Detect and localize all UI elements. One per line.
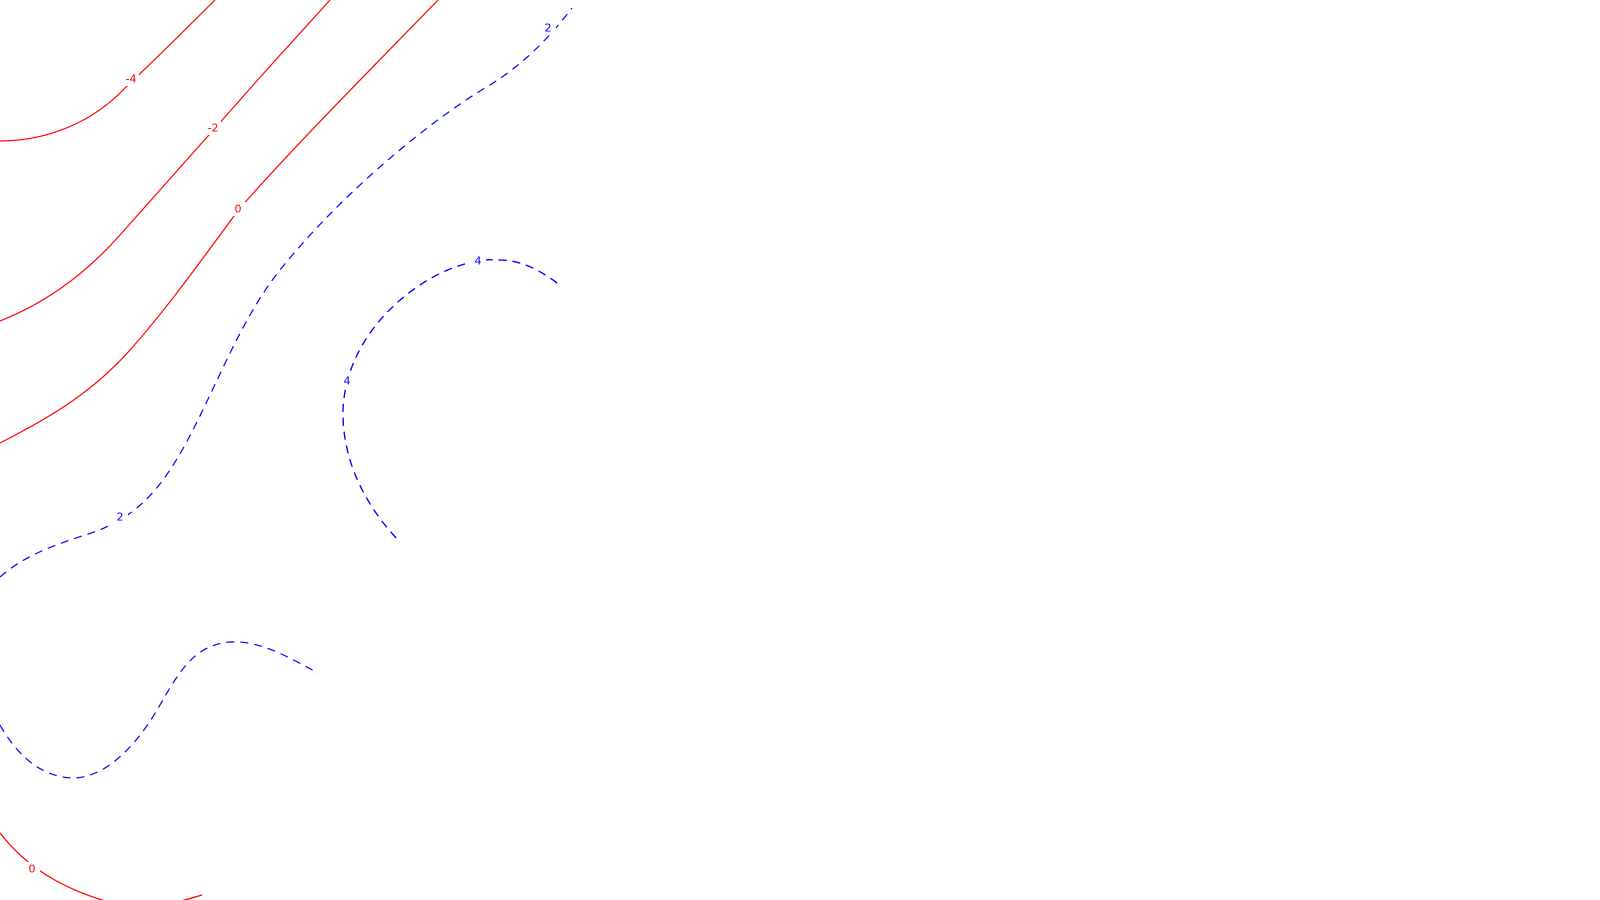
contour-line-level-2 [0, 7, 573, 578]
contour-label: 2 [117, 511, 124, 524]
contour-label-background [112, 510, 128, 524]
contour-lines [0, 0, 573, 900]
contour-line-level-0 [0, 0, 439, 444]
contour-line-level-0 [0, 832, 203, 900]
contour-labels: -4 -2 0 2 4 4 2 0 [24, 21, 556, 876]
contour-line-level-neg2 [0, 0, 331, 322]
contour-line-level-4 [342, 259, 558, 541]
contour-label-background [230, 202, 246, 216]
contour-label: -4 [126, 73, 137, 86]
contour-label-background [24, 862, 40, 876]
contour-label-background [540, 21, 556, 35]
contour-label-background [123, 72, 139, 86]
contour-line-level-neg4 [0, 0, 216, 142]
contour-label-background [470, 254, 486, 268]
contour-line-level-2 [0, 641, 319, 779]
contour-label-background [205, 121, 221, 135]
contour-label-background [339, 374, 355, 388]
contour-label: 0 [29, 863, 36, 876]
contour-label: 2 [545, 22, 552, 35]
contour-label: -2 [208, 122, 219, 135]
contour-label: 0 [235, 203, 242, 216]
contour-label: 4 [475, 255, 482, 268]
contour-label: 4 [344, 375, 351, 388]
